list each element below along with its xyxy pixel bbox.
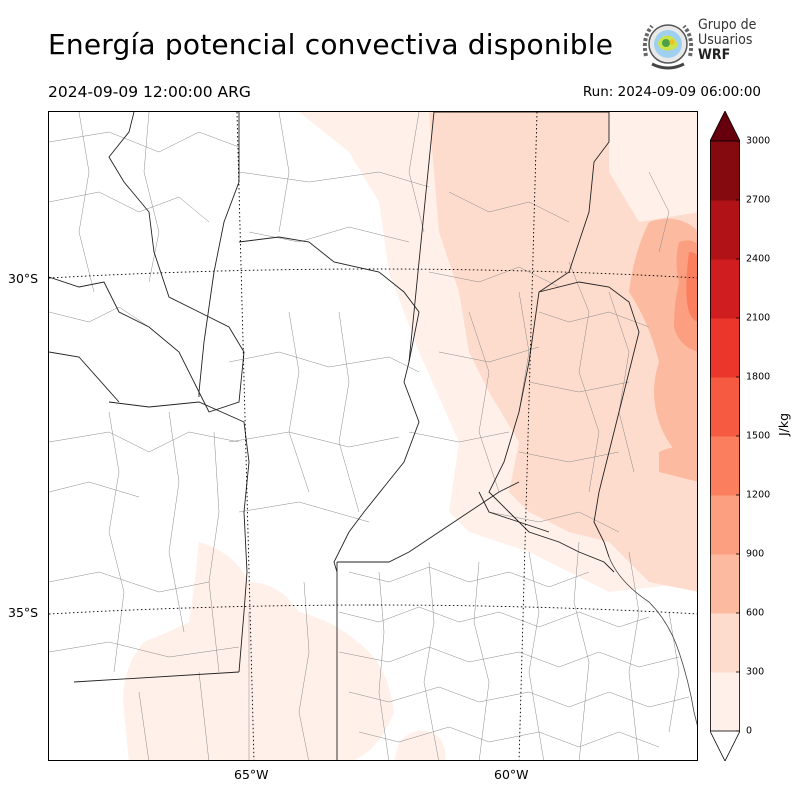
valid-time: 2024-09-09 12:00:00 ARG xyxy=(48,83,251,101)
colorbar-under-extension xyxy=(710,730,740,761)
colorbar-tick-label: 1800 xyxy=(746,371,771,383)
graticule xyxy=(49,112,697,760)
logo-emblem-icon xyxy=(642,24,694,70)
grupo-wrf-logo: Grupo de Usuarios WRF xyxy=(640,16,760,76)
lat-label-30s: 30°S xyxy=(8,271,39,286)
run-time: Run: 2024-09-09 06:00:00 xyxy=(582,84,761,100)
province-boundaries xyxy=(49,112,640,760)
colorbar-tick-label: 2700 xyxy=(746,194,771,206)
colorbar-segment xyxy=(710,259,740,319)
colorbar-tick-label: 3000 xyxy=(746,135,771,147)
cape-map xyxy=(48,111,698,761)
colorbar-unit-label: J/kg xyxy=(776,412,791,436)
logo-line3: WRF xyxy=(698,47,731,63)
colorbar-segment xyxy=(710,495,740,555)
colorbar-segment xyxy=(710,672,740,732)
colorbar-tick-label: 300 xyxy=(746,666,765,678)
colorbar-segment xyxy=(710,200,740,260)
logo-line1: Grupo de xyxy=(698,17,757,33)
colorbar-segment xyxy=(710,377,740,437)
colorbar-tick-label: 900 xyxy=(746,548,765,560)
colorbar-tick-label: 1200 xyxy=(746,489,771,501)
coastline xyxy=(608,556,697,726)
logo-line2: Usuarios xyxy=(698,32,753,48)
colorbar-tick-label: 2100 xyxy=(746,312,771,324)
lon-label-60w: 60°W xyxy=(494,767,529,782)
lat-label-35s: 35°S xyxy=(8,605,39,620)
page-title: Energía potencial convectiva disponible xyxy=(48,28,614,61)
map-canvas xyxy=(49,112,697,760)
colorbar-tick-label: 0 xyxy=(746,725,753,737)
colorbar-segment xyxy=(710,436,740,496)
department-boundaries xyxy=(49,112,690,760)
colorbar-segment xyxy=(710,554,740,614)
lon-label-65w: 65°W xyxy=(234,767,269,782)
colorbar-tick-label: 1500 xyxy=(746,430,771,442)
colorbar-segment xyxy=(710,613,740,673)
colorbar xyxy=(710,111,740,761)
colorbar-tick-label: 600 xyxy=(746,607,765,619)
colorbar-tick-label: 2400 xyxy=(746,253,771,265)
colorbar-segment xyxy=(710,141,740,201)
colorbar-segment xyxy=(710,318,740,378)
cape-fill-1200-1500 xyxy=(686,252,697,322)
cape-fill-300-600 xyxy=(429,112,697,592)
colorbar-over-extension xyxy=(710,111,740,142)
